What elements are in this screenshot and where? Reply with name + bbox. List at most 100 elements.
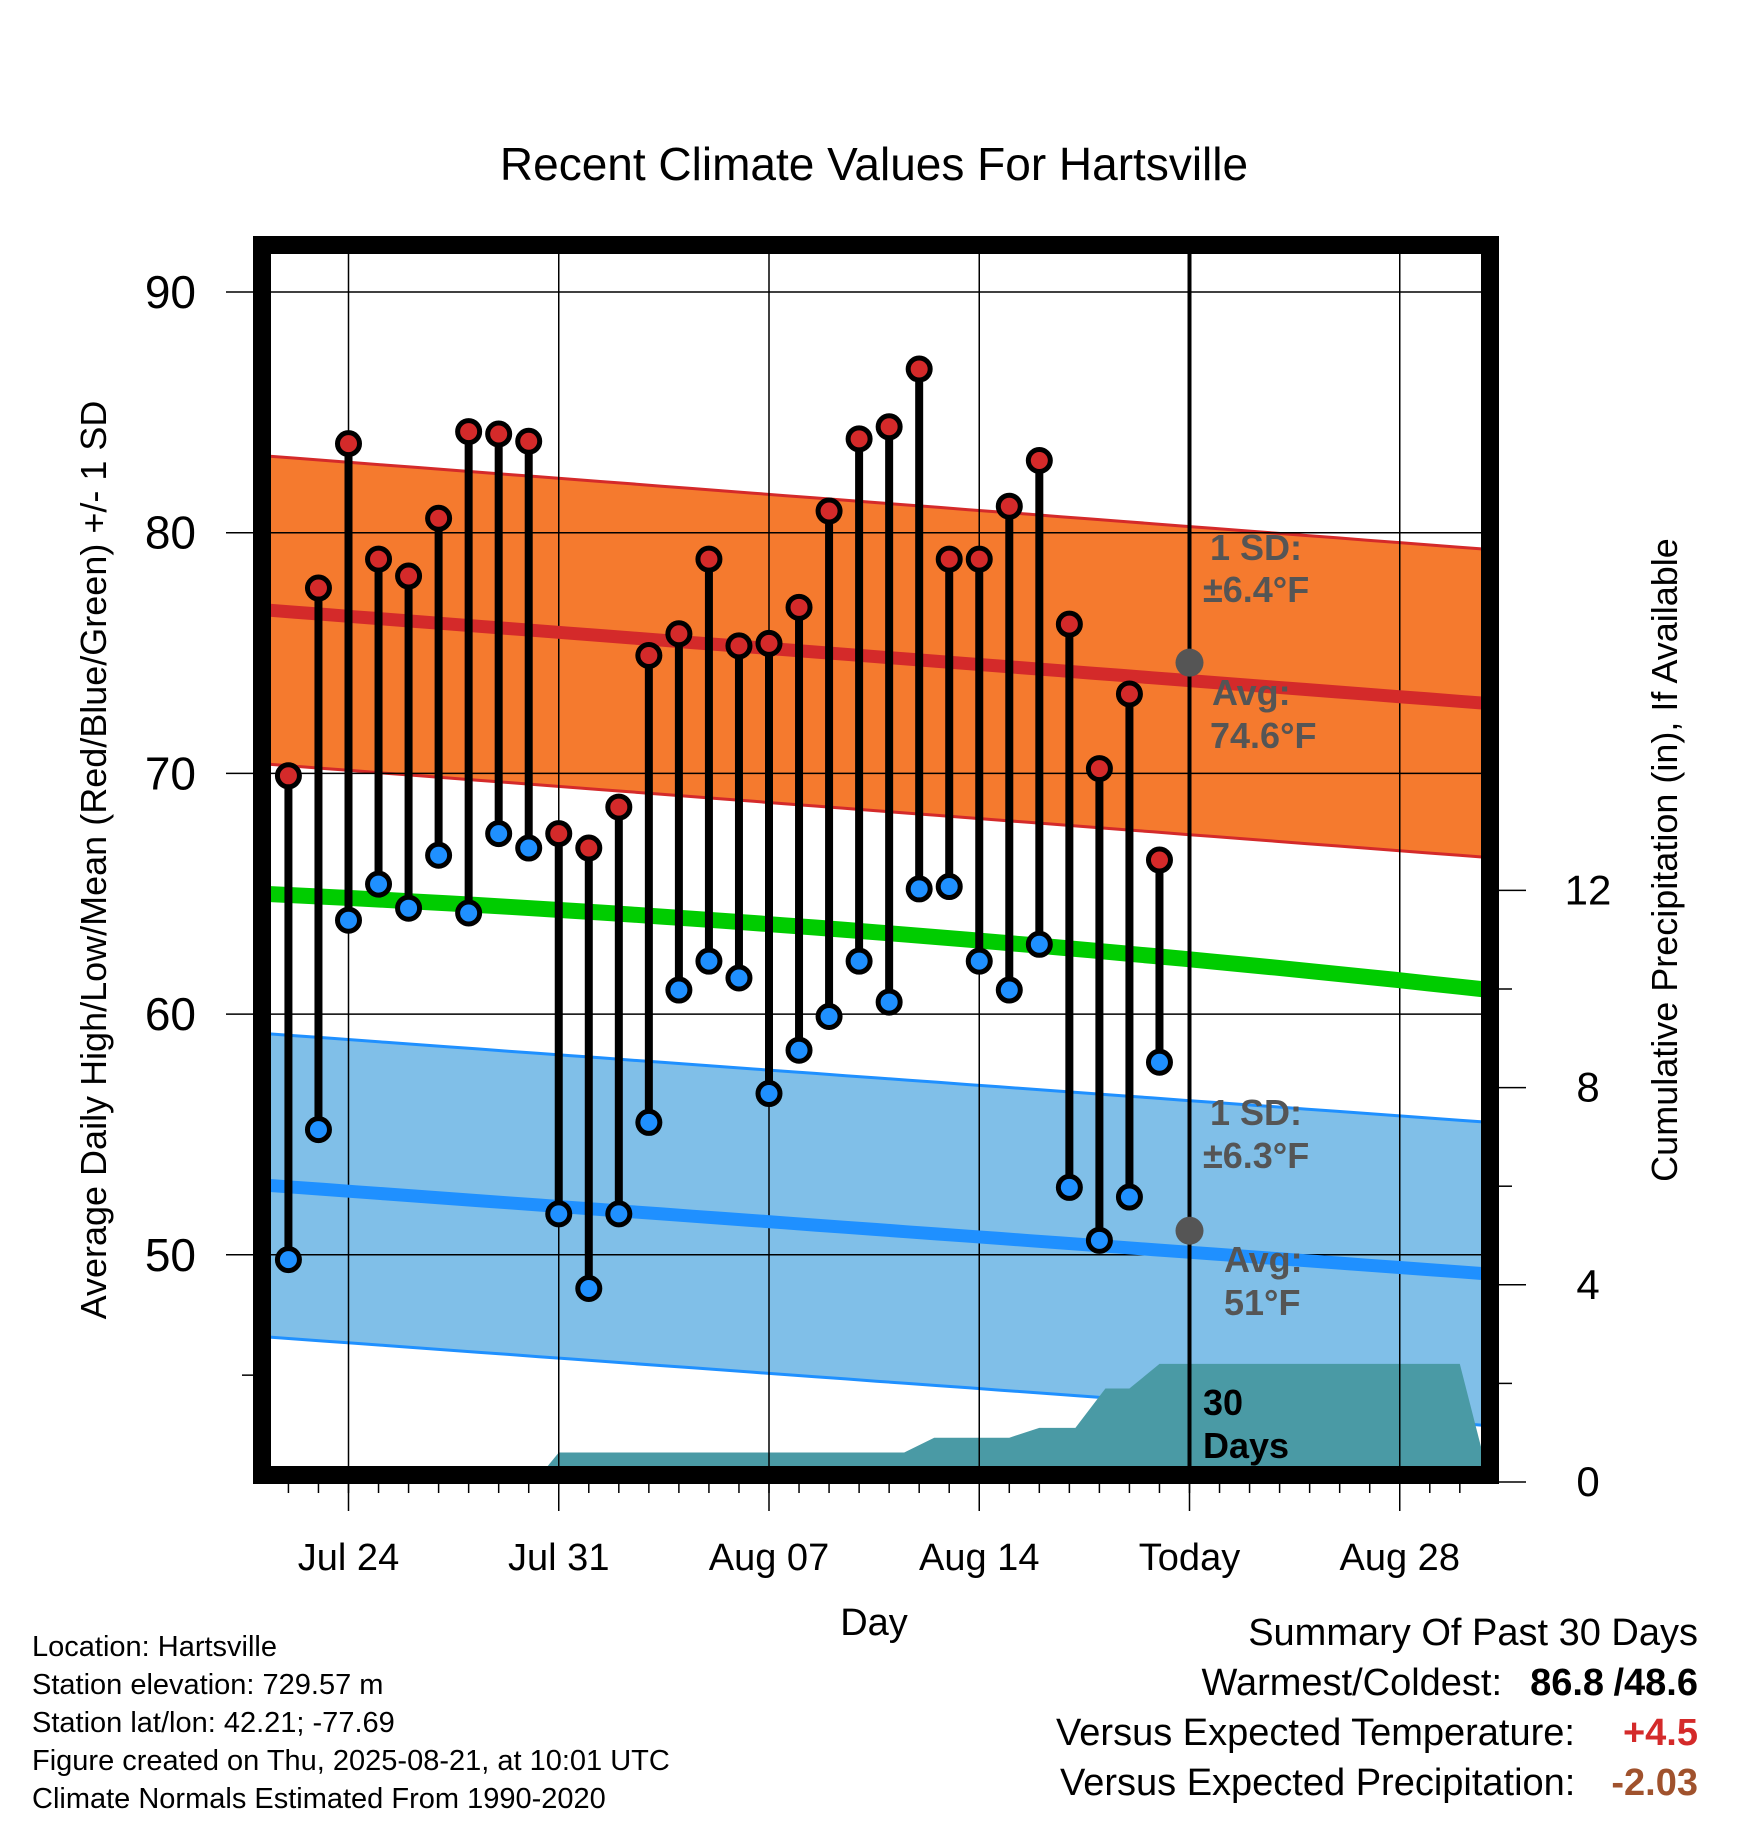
location-text: Location: Hartsville <box>32 1631 277 1663</box>
high-point <box>274 762 302 790</box>
low-point <box>1055 1173 1083 1201</box>
high-point <box>365 545 393 573</box>
y-tick-label: 50 <box>145 1229 196 1281</box>
high-point <box>1085 755 1113 783</box>
high-point <box>665 620 693 648</box>
low-point <box>274 1246 302 1274</box>
warmest-coldest-label: Warmest/Coldest: <box>1201 1662 1503 1704</box>
low-normal-line <box>262 1178 1491 1281</box>
y-tick-label: 70 <box>145 747 196 799</box>
low-point <box>515 834 543 862</box>
high-point <box>935 545 963 573</box>
high-avg-marker <box>1175 648 1204 677</box>
precip-days-number: 30 <box>1203 1382 1243 1423</box>
low-point <box>1145 1048 1173 1076</box>
high-point <box>695 545 723 573</box>
low-point <box>1115 1183 1143 1211</box>
low-point <box>815 1003 843 1031</box>
x-tick-label: Aug 28 <box>1340 1537 1460 1579</box>
low-point <box>875 988 903 1016</box>
high-point <box>845 425 873 453</box>
elevation-text: Station elevation: 729.57 m <box>32 1669 384 1701</box>
high-sd-value: ±6.4°F <box>1203 569 1309 610</box>
low-point <box>335 906 362 934</box>
high-point <box>335 430 362 458</box>
low-point <box>1085 1226 1113 1254</box>
low-point <box>935 873 963 901</box>
y-tick-label: 60 <box>145 988 196 1040</box>
low-point <box>455 899 483 927</box>
low-point <box>605 1200 633 1228</box>
temp-departure-row: Versus Expected Temperature: +4.5 <box>1056 1708 1698 1758</box>
high-point <box>1115 680 1143 708</box>
high-point <box>545 820 573 848</box>
y2-tick-label: 0 <box>1576 1458 1599 1505</box>
low-point <box>575 1274 603 1302</box>
y-tick-label: 90 <box>145 266 196 318</box>
low-point <box>845 947 873 975</box>
low-point <box>425 841 453 869</box>
temp-departure-value: +4.5 <box>1622 1712 1698 1754</box>
high-point <box>425 504 453 532</box>
precip-departure-row: Versus Expected Precipitation: -2.03 <box>1056 1758 1698 1808</box>
low-point <box>1025 930 1053 958</box>
high-point <box>1145 846 1173 874</box>
x-tick-label: Jul 31 <box>508 1537 609 1579</box>
high-point <box>815 497 843 525</box>
high-point <box>905 355 933 383</box>
high-point <box>395 562 423 590</box>
warmest-slash: / <box>1613 1662 1625 1704</box>
low-point <box>485 820 513 848</box>
high-point <box>304 574 332 602</box>
high-point <box>635 641 663 669</box>
low-point <box>995 976 1023 1004</box>
x-tick-label: Today <box>1139 1537 1240 1579</box>
summary-heading: Summary Of Past 30 Days <box>1248 1612 1698 1654</box>
low-point <box>725 964 753 992</box>
low-point <box>755 1080 783 1108</box>
high-point <box>785 593 813 621</box>
high-point <box>875 413 903 441</box>
coldest-low-value: 48.6 <box>1624 1662 1698 1704</box>
high-point <box>1055 610 1083 638</box>
precip-days-label: Days <box>1203 1425 1289 1466</box>
warmest-coldest-row: Warmest/Coldest: 86.8/48.6 <box>1056 1658 1699 1708</box>
x-tick-label: Aug 14 <box>919 1537 1039 1579</box>
precipitation-area <box>534 1363 1490 1482</box>
high-point <box>515 427 543 455</box>
y2-tick-label: 12 <box>1565 866 1612 913</box>
high-point <box>1025 446 1053 474</box>
low-point <box>665 976 693 1004</box>
high-point <box>965 545 993 573</box>
low-point <box>965 947 993 975</box>
low-point <box>635 1108 663 1136</box>
low-point <box>304 1116 332 1144</box>
y-axis-label: Average Daily High/Low/Mean (Red/Blue/Gr… <box>73 401 114 1320</box>
low-point <box>695 947 723 975</box>
low-sd-value: ±6.3°F <box>1203 1135 1309 1176</box>
x-axis-label: Day <box>840 1602 908 1644</box>
precip-departure-label: Versus Expected Precipitation: <box>1059 1762 1576 1804</box>
high-point <box>995 492 1023 520</box>
high-point <box>575 834 603 862</box>
y-tick-label: 80 <box>145 507 196 559</box>
station-info: Location: Hartsville Station elevation: … <box>32 1628 670 1818</box>
created-text: Figure created on Thu, 2025-08-21, at 10… <box>32 1745 670 1777</box>
y2-tick-label: 4 <box>1576 1261 1599 1308</box>
low-point <box>395 894 423 922</box>
low-point <box>785 1036 813 1064</box>
high-point <box>455 418 483 446</box>
low-point <box>905 875 933 903</box>
high-avg-value: 74.6°F <box>1210 715 1316 756</box>
y2-tick-label: 8 <box>1576 1064 1599 1111</box>
normals-text: Climate Normals Estimated From 1990-2020 <box>32 1783 606 1815</box>
temp-departure-label: Versus Expected Temperature: <box>1056 1712 1575 1754</box>
low-avg-label: Avg: <box>1224 1239 1303 1280</box>
x-tick-label: Aug 07 <box>709 1537 829 1579</box>
plot-frame <box>253 236 1499 1484</box>
summary-panel: Summary Of Past 30 Days Warmest/Coldest:… <box>1056 1608 1698 1808</box>
low-point <box>365 870 393 898</box>
low-avg-marker <box>1175 1216 1204 1245</box>
high-sd-label: 1 SD: <box>1210 527 1302 568</box>
